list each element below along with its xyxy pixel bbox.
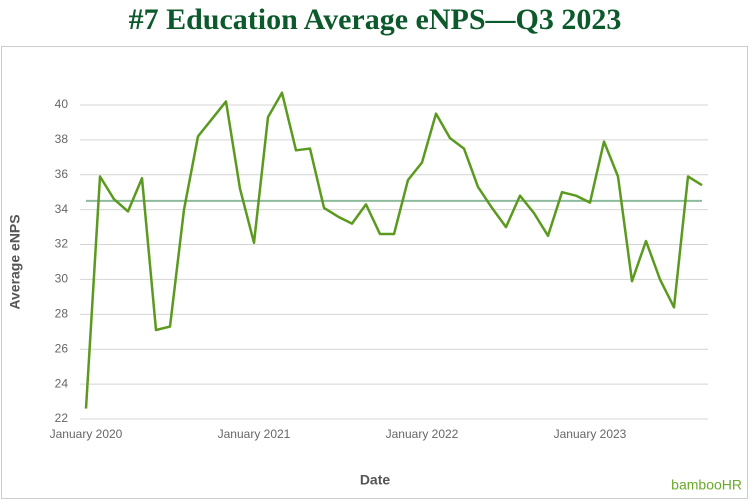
y-tick-label: 26 [55,341,69,355]
y-tick-label: 36 [55,167,69,181]
x-tick-label: January 2020 [50,427,123,441]
y-tick-label: 24 [55,376,69,390]
chart-title: #7 Education Average eNPS—Q3 2023 [129,3,622,36]
logo: bambooHR [671,477,742,493]
y-tick-label: 40 [55,97,69,111]
y-tick-label: 32 [55,237,69,251]
data-line [84,91,703,409]
y-tick-label: 38 [55,132,69,146]
x-tick-label: January 2021 [218,427,291,441]
y-tick-label: 34 [55,202,69,216]
y-tick-label: 30 [55,272,69,286]
y-tick-label: 22 [55,411,69,425]
y-axis-label: Average eNPS [7,214,23,309]
y-tick-label: 28 [55,306,69,320]
x-tick-label: January 2022 [386,427,459,441]
x-tick-label: January 2023 [554,427,627,441]
x-axis-label: Date [360,472,391,488]
chart-frame [1,46,748,499]
